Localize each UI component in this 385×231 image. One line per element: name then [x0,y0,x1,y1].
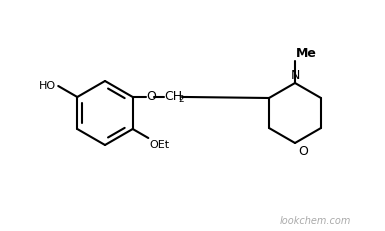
Text: OEt: OEt [149,140,169,150]
Text: lookchem.com: lookchem.com [279,216,351,226]
Text: CH: CH [165,89,183,103]
Text: O: O [147,89,157,103]
Text: HO: HO [39,81,56,91]
Text: 2: 2 [179,94,184,103]
Text: O: O [298,145,308,158]
Text: N: N [290,69,300,82]
Text: Me: Me [296,47,317,60]
